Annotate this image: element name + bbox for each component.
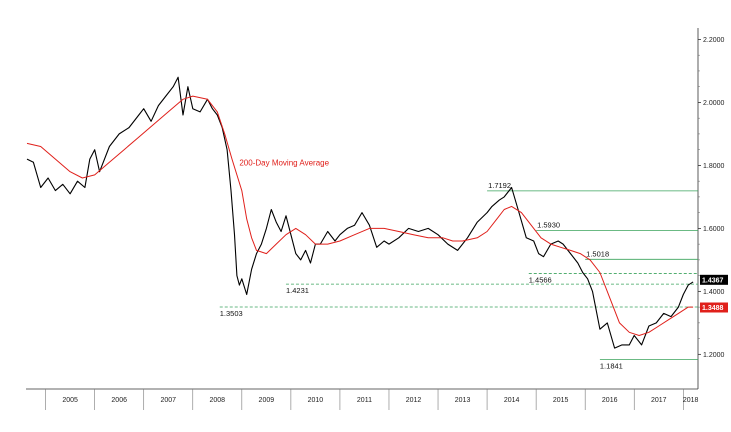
x-tick-label: 2010 [308,397,324,404]
last-value-tag-label: 1.4367 [702,277,724,284]
x-tick-label: 2011 [357,397,372,404]
chart-annotations: 200-Day Moving Average 1.7192 1.5930 1.5018… [220,158,623,370]
y-tick-label: 2.2000 [703,37,725,44]
last-value-tags: 1.4367 1.3488 [700,274,728,313]
x-tick-label: 2012 [406,397,422,404]
y-tick-label: 2.0000 [703,100,725,107]
x-tick-label: 2016 [602,397,618,404]
last-value-tag [700,274,728,285]
x-tick-label: 2015 [553,397,569,404]
last-value-tag [700,302,728,313]
level-label: 1.3503 [220,309,243,318]
x-tick-label: 2018 [683,397,699,404]
moving-average-line [26,95,694,336]
level-label: 1.1841 [600,361,623,370]
x-tick-label: 2006 [111,397,127,404]
x-tick-label: 2008 [210,397,226,404]
chart-axes: 1.2000 1.4000 1.6000 1.8000 2.0000 2.2000 2005… [26,28,725,410]
y-tick-label: 1.8000 [703,163,725,170]
price-line [26,76,694,349]
y-tick-label: 1.6000 [703,226,725,233]
x-tick-label: 2013 [455,397,471,404]
level-label: 1.4231 [286,286,309,295]
y-tick-label: 1.4000 [703,289,725,296]
x-tick-label: 2005 [62,397,78,404]
level-label: 1.5930 [537,221,560,230]
price-series [26,76,694,349]
last-value-tag-label: 1.3488 [702,305,724,312]
level-lines [219,190,698,360]
moving-average-label: 200-Day Moving Average [239,158,329,167]
x-tick-label: 2014 [504,397,520,404]
y-tick-label: 1.2000 [703,352,725,359]
level-label: 1.5018 [586,249,609,258]
x-tick-label: 2009 [259,397,275,404]
x-tick-label: 2017 [651,397,667,404]
level-label: 1.7192 [488,181,511,190]
level-label: 1.4566 [529,276,552,285]
x-tick-label: 2007 [160,397,176,404]
